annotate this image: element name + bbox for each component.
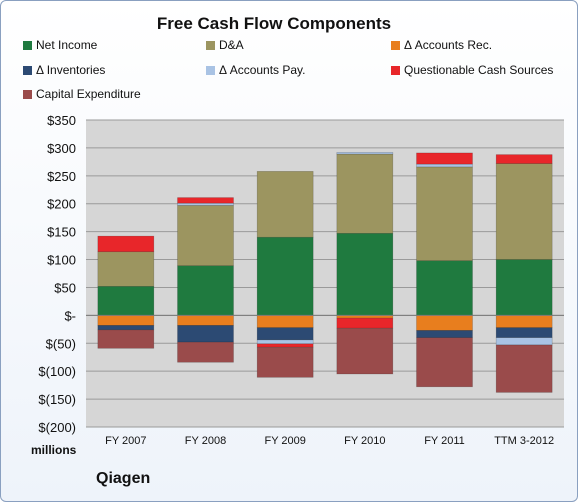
chart-title: Free Cash Flow Components [156, 14, 392, 33]
bar-segment [256, 236, 314, 316]
legend-swatch [23, 89, 32, 99]
plot-area [86, 120, 564, 427]
bar-segment [336, 152, 394, 155]
bar-segment [256, 343, 314, 348]
bar-segment [177, 197, 234, 204]
bar-segment [256, 171, 314, 238]
bar-segment [336, 327, 394, 375]
bar-segment [416, 260, 473, 316]
bar-segment [177, 315, 234, 326]
bar-segment [495, 154, 553, 164]
bar-segment [256, 327, 314, 341]
bar-segment [336, 317, 394, 329]
bar-segment [416, 337, 473, 388]
legend-item-accounts-pay: Δ Accounts Pay. [206, 63, 306, 77]
y-tick-label: $100 [47, 253, 76, 268]
units-label: millions [31, 443, 77, 457]
legend-item-da: D&A [206, 38, 244, 52]
bar-segment [177, 325, 234, 343]
bar-segment [177, 341, 234, 363]
legend-swatch [23, 65, 32, 75]
bar-segment [495, 315, 553, 328]
legend-label: Δ Accounts Pay. [219, 63, 306, 77]
bar-segment [97, 325, 155, 331]
y-tick-label: $(200) [38, 420, 76, 435]
bar-segment [256, 346, 314, 378]
legend-swatch [391, 65, 400, 75]
legend-swatch [206, 40, 215, 50]
bar-segment [177, 205, 234, 266]
y-tick-label: $50 [54, 280, 76, 295]
x-tick-label: FY 2007 [105, 435, 146, 447]
legend-item-accounts-rec: Δ Accounts Rec. [391, 38, 492, 52]
bar-segment [416, 330, 473, 338]
x-tick-label: FY 2009 [264, 435, 305, 447]
bar-segment [256, 315, 314, 328]
y-tick-label: $350 [47, 113, 76, 128]
bar-segment [97, 235, 155, 253]
legend-swatch [23, 40, 32, 50]
y-tick-label: $(150) [38, 392, 76, 407]
bar-segment [97, 286, 155, 316]
x-tick-label: TTM 3-2012 [494, 435, 554, 447]
legend-label: Net Income [36, 38, 98, 52]
legend-item-net-income: Net Income [23, 38, 97, 52]
x-tick-label: FY 2011 [424, 435, 465, 447]
legend-swatch [391, 40, 400, 50]
bar-segment [416, 166, 473, 261]
x-tick-label: FY 2010 [344, 435, 385, 447]
bar-segment [177, 202, 234, 206]
y-tick-label: $150 [47, 225, 76, 240]
legend-label: D&A [219, 38, 244, 52]
bar-segment [256, 339, 314, 345]
y-tick-label: $- [64, 308, 76, 323]
bar-segment [416, 152, 473, 165]
company-label: Qiagen [96, 470, 151, 487]
legend-label: Questionable Cash Sources [404, 63, 554, 77]
bar-segment [416, 163, 473, 168]
bar-segment [97, 329, 155, 349]
bar-segment [495, 344, 553, 393]
bar-segment [336, 153, 394, 234]
y-tick-label: $300 [47, 141, 76, 156]
y-tick-label: $250 [47, 169, 76, 184]
bar-segment [495, 163, 553, 260]
legend-item-questionable-cash: Questionable Cash Sources [391, 63, 553, 77]
legend-item-inventories: Δ Inventories [23, 63, 105, 77]
legend-item-capex: Capital Expenditure [23, 87, 141, 101]
legend-swatch [206, 65, 215, 75]
bar-segment [97, 251, 155, 287]
legend-label: Capital Expenditure [36, 87, 141, 101]
bar-segment [495, 327, 553, 338]
bar-segment [416, 315, 473, 331]
legend-label: Δ Accounts Rec. [404, 38, 493, 52]
x-tick-label: FY 2008 [185, 435, 226, 447]
bar-segment [177, 265, 234, 316]
bar-segment [495, 337, 553, 346]
y-tick-label: $200 [47, 197, 76, 212]
bar-segment [97, 315, 155, 326]
y-tick-label: $(50) [46, 336, 76, 351]
y-tick-label: $(100) [38, 364, 76, 379]
legend-label: Δ Inventories [36, 63, 106, 77]
bar-segment [495, 259, 553, 316]
bar-segment [336, 233, 394, 316]
